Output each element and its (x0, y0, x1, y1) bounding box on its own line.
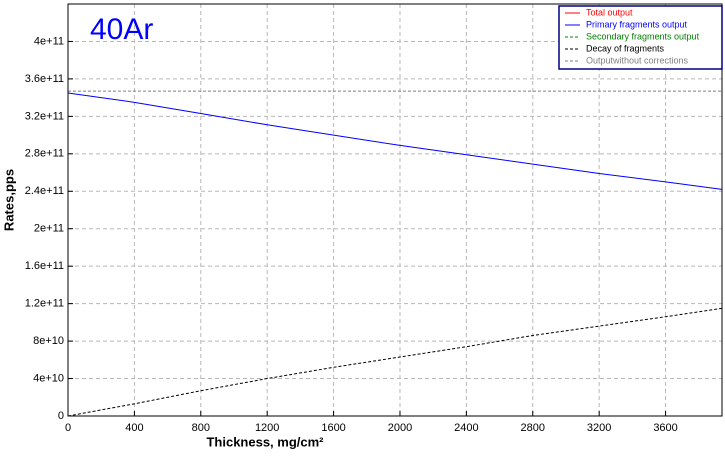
x-tick-label: 2400 (454, 422, 478, 434)
y-tick-label: 0 (58, 410, 64, 422)
x-tick-label: 3600 (653, 422, 677, 434)
legend-box (558, 5, 723, 70)
y-axis-label: Rates,pps (1, 169, 16, 231)
lines (67, 90, 723, 417)
x-tick-label: 1600 (321, 422, 345, 434)
legend-label: Secondary fragments output (586, 31, 700, 41)
grid (67, 4, 722, 417)
y-tick-label: 1.2e+11 (25, 298, 64, 310)
legend-label: Total output (586, 7, 633, 17)
y-tick-label: 4e+11 (34, 35, 64, 47)
legend: Total output Primary fragments output Seco… (558, 5, 723, 70)
plot-frame (67, 3, 723, 417)
y-tick-label: 3.2e+11 (25, 110, 64, 122)
y-tick-label: 1.6e+11 (25, 260, 64, 272)
series-line (67, 92, 723, 190)
x-tick-label: 0 (65, 422, 71, 434)
y-tick-label: 8e+10 (33, 335, 64, 347)
y-tick-label: 2.8e+11 (25, 148, 64, 160)
y-tick-label: 4e+10 (33, 372, 64, 384)
x-tick-label: 2800 (521, 422, 545, 434)
x-tick-label: 1200 (255, 422, 279, 434)
y-tick-label: 3.6e+11 (25, 73, 64, 85)
annotation: 40Ar (90, 13, 153, 46)
x-tick-label: 3200 (587, 422, 611, 434)
y-tick-label: 2.4e+11 (25, 185, 64, 197)
x-tick-label: 2000 (388, 422, 412, 434)
y-tick-label: 2e+11 (34, 223, 64, 235)
series-line (67, 307, 723, 417)
legend-label: Primary fragments output (586, 19, 688, 29)
x-tick-label: 400 (125, 422, 143, 434)
legend-label: Decay of fragments (586, 43, 665, 53)
legend-label: Outputwithout corrections (586, 55, 689, 65)
x-axis-label: Thickness, mg/cm² (206, 434, 324, 449)
x-tick-label: 800 (192, 422, 210, 434)
